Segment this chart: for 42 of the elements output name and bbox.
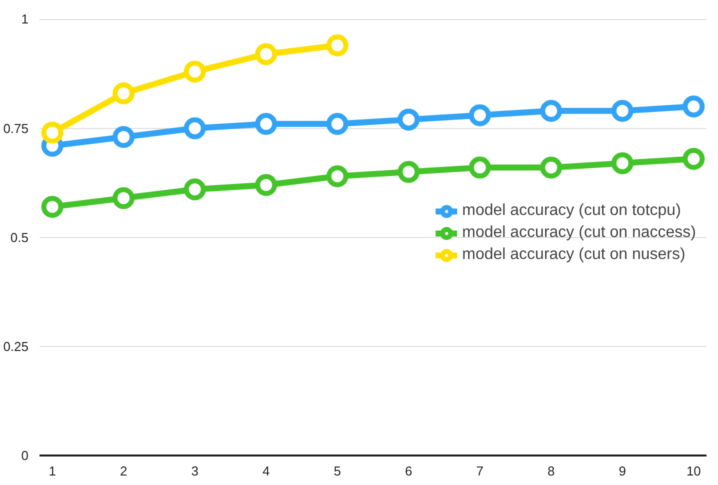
point xyxy=(326,34,348,56)
y-tick-label: 0.75 xyxy=(3,120,29,136)
point xyxy=(112,82,135,104)
y-tick-label: 0 xyxy=(21,448,29,463)
point xyxy=(611,100,634,122)
x-tick-label: 1 xyxy=(48,464,56,478)
x-tick-label: 9 xyxy=(618,464,626,478)
point xyxy=(184,117,206,140)
point xyxy=(184,60,206,83)
point xyxy=(112,126,135,148)
point xyxy=(468,104,491,126)
y-tick-label: 0.5 xyxy=(10,230,29,245)
point xyxy=(41,196,64,218)
point xyxy=(540,156,562,179)
x-tick-label: 3 xyxy=(191,464,198,478)
x-tick-label: 10 xyxy=(686,464,701,478)
legend-label: model accuracy (cut on naccess) xyxy=(462,224,696,242)
point xyxy=(255,43,278,66)
point xyxy=(326,165,348,188)
x-tick-label: 7 xyxy=(476,464,484,478)
point xyxy=(326,112,348,135)
point xyxy=(682,95,705,118)
x-tick-label: 5 xyxy=(334,464,341,478)
point xyxy=(184,178,206,200)
y-tick-label: 0.25 xyxy=(3,338,29,354)
point xyxy=(112,187,135,210)
x-tick-label: 2 xyxy=(120,464,128,478)
x-tick-label: 8 xyxy=(548,464,555,478)
legend-label: model accuracy (cut on nusers) xyxy=(462,246,686,264)
y-tick-label: 1 xyxy=(21,12,29,27)
x-tick-label: 6 xyxy=(405,464,412,478)
point xyxy=(398,108,420,131)
legend-label: model accuracy (cut on totcpu) xyxy=(462,202,681,220)
point xyxy=(611,152,634,174)
point xyxy=(540,100,562,122)
point xyxy=(255,174,278,196)
point xyxy=(255,112,278,135)
x-tick-label: 4 xyxy=(262,464,270,478)
point xyxy=(468,156,491,179)
point xyxy=(41,122,64,144)
point xyxy=(682,148,705,170)
point xyxy=(398,160,420,183)
